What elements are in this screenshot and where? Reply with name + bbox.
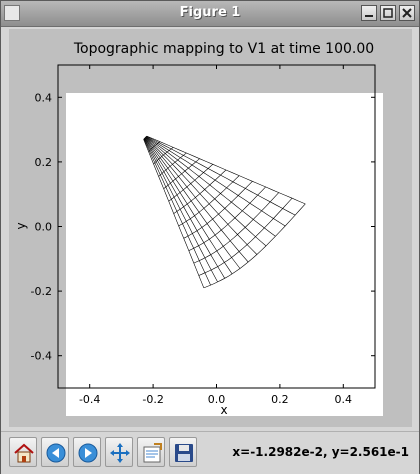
maximize-button[interactable] <box>380 5 396 21</box>
mesh-line-u <box>144 138 225 279</box>
mesh-line-u <box>146 136 296 216</box>
chart-title: Topographic mapping to V1 at time 100.00 <box>73 41 374 57</box>
move-icon <box>110 443 130 463</box>
mesh-line-v <box>148 141 161 152</box>
mesh-line-v <box>183 181 253 239</box>
window-title: Figure 1 <box>179 5 241 20</box>
y-axis-label: y <box>14 222 28 229</box>
mesh-line-u <box>146 136 286 227</box>
figure-canvas[interactable]: Topographic mapping to V1 at time 100.00… <box>9 29 412 427</box>
subplots-icon <box>143 443 162 463</box>
configure-subplots-button[interactable] <box>137 437 165 467</box>
maximize-icon <box>383 8 393 18</box>
minimize-button[interactable] <box>361 5 377 21</box>
x-tick-label: 0.0 <box>208 393 226 406</box>
mesh-line-v <box>193 192 280 264</box>
y-tick-label: 0.0 <box>35 221 53 234</box>
x-tick-label: 0.4 <box>335 393 353 406</box>
forward-button[interactable] <box>73 437 101 467</box>
mesh-line-u <box>144 138 233 275</box>
floppy-disk-icon <box>175 444 193 462</box>
plot-area: Topographic mapping to V1 at time 100.00… <box>14 41 376 417</box>
mesh-line-v <box>163 158 200 190</box>
x-tick-label: 0.2 <box>271 393 289 406</box>
forward-arrow-icon <box>78 443 98 463</box>
mesh-line-u <box>143 138 218 283</box>
mesh-line-v <box>143 135 147 140</box>
x-tick-label: -0.2 <box>142 393 163 406</box>
mesh-line-u <box>145 137 258 255</box>
close-button[interactable] <box>399 5 415 21</box>
mesh-line-v <box>153 147 174 165</box>
y-tick-label: 0.2 <box>35 156 53 169</box>
y-tick-label: -0.4 <box>31 350 52 363</box>
x-axis-label: x <box>220 403 227 417</box>
back-button[interactable] <box>41 437 69 467</box>
mesh-line-v <box>173 169 227 214</box>
mesh-line-u <box>143 138 211 286</box>
axes-background <box>66 93 383 416</box>
axes-frame <box>57 64 376 389</box>
minimize-icon <box>365 15 373 17</box>
y-tick-label: 0.4 <box>35 91 53 104</box>
mesh-line-u <box>145 136 267 247</box>
x-tick-label: -0.4 <box>79 393 100 406</box>
save-button[interactable] <box>169 437 197 467</box>
mesh-line-v <box>198 197 293 276</box>
home-icon <box>14 443 34 463</box>
window-menu-icon[interactable] <box>4 5 20 21</box>
y-tick-label: -0.2 <box>31 285 52 298</box>
title-bar[interactable]: Figure 1 <box>1 1 419 27</box>
close-icon <box>402 8 412 18</box>
mesh-line-v <box>178 175 240 227</box>
navigation-toolbar: x=-1.2982e-2, y=2.561e-1 <box>1 431 419 474</box>
home-button[interactable] <box>9 437 37 467</box>
mesh-line-u <box>144 137 249 263</box>
mesh-line-u <box>146 135 306 205</box>
mesh-line-v <box>168 164 214 202</box>
pan-button[interactable] <box>105 437 133 467</box>
mesh-line-v <box>203 203 306 289</box>
cursor-coordinates: x=-1.2982e-2, y=2.561e-1 <box>232 445 409 459</box>
back-arrow-icon <box>46 443 66 463</box>
mesh-line-v <box>158 152 187 177</box>
mesh-line-v <box>188 186 266 251</box>
